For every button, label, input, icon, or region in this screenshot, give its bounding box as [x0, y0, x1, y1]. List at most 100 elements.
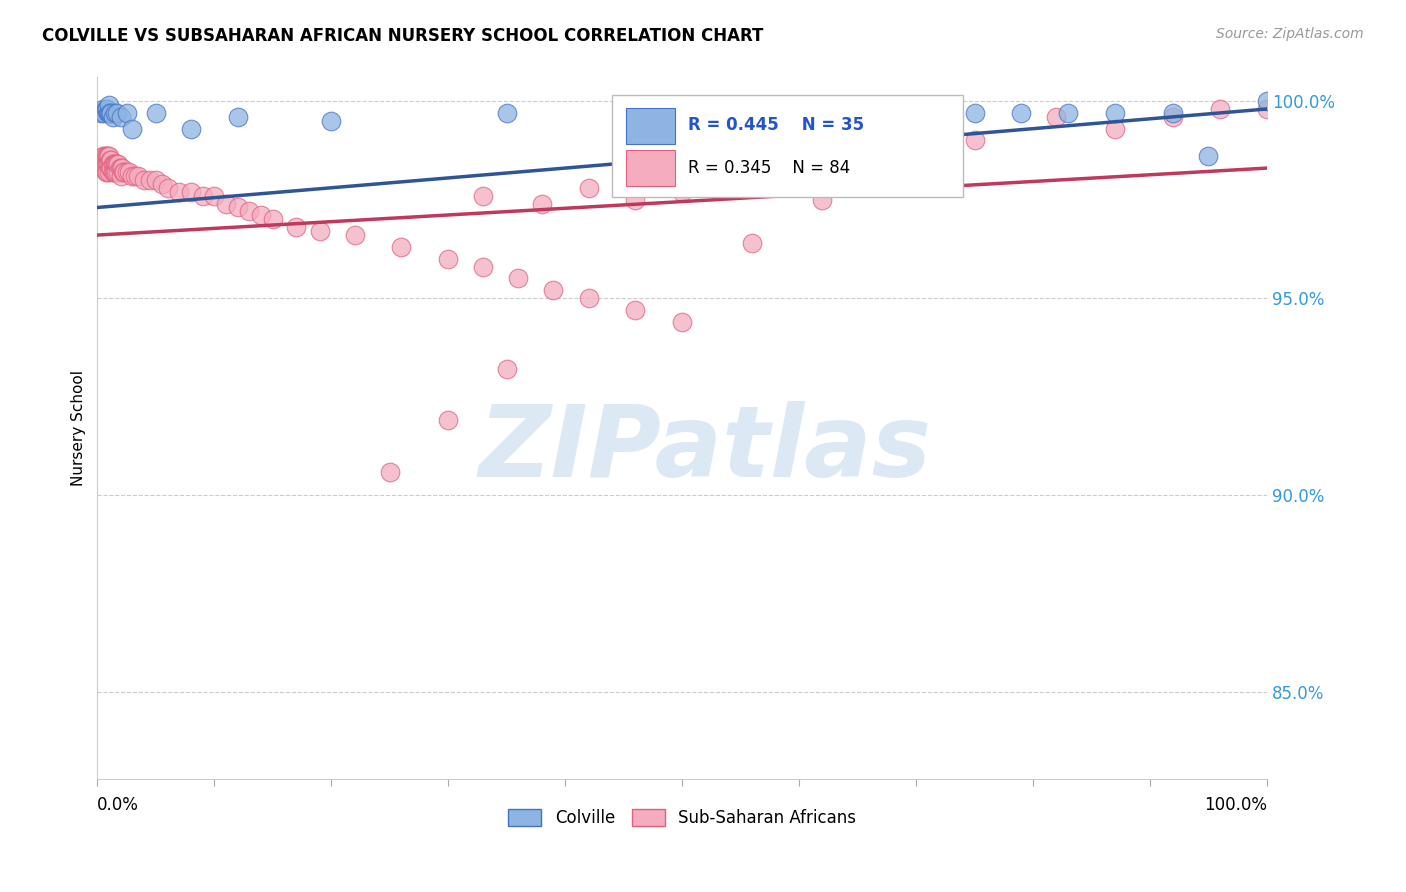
- Point: [1163, 106, 1185, 120]
- Point: [928, 106, 950, 120]
- Point: [101, 110, 124, 124]
- Point: [98, 165, 121, 179]
- Point: [121, 169, 143, 183]
- Point: [671, 185, 693, 199]
- Point: [624, 302, 647, 317]
- Point: [96, 165, 118, 179]
- Point: [94, 149, 117, 163]
- Point: [112, 165, 135, 179]
- Point: [98, 161, 121, 175]
- Point: [730, 149, 752, 163]
- Point: [105, 165, 128, 179]
- Point: [110, 169, 132, 183]
- Point: [1256, 94, 1278, 108]
- Point: [100, 153, 122, 168]
- Point: [308, 224, 330, 238]
- Point: [91, 102, 114, 116]
- Point: [378, 465, 401, 479]
- Point: [905, 106, 928, 120]
- Point: [180, 121, 202, 136]
- Point: [101, 165, 124, 179]
- Point: [150, 177, 173, 191]
- Point: [93, 106, 115, 120]
- Point: [94, 157, 117, 171]
- Point: [94, 102, 117, 116]
- Text: COLVILLE VS SUBSAHARAN AFRICAN NURSERY SCHOOL CORRELATION CHART: COLVILLE VS SUBSAHARAN AFRICAN NURSERY S…: [42, 27, 763, 45]
- Point: [508, 271, 530, 285]
- Point: [343, 228, 366, 243]
- Point: [1197, 149, 1219, 163]
- Point: [1010, 106, 1032, 120]
- Bar: [626, 108, 675, 145]
- Point: [98, 153, 121, 168]
- Point: [846, 106, 869, 120]
- Text: R = 0.445    N = 35: R = 0.445 N = 35: [688, 116, 865, 134]
- Point: [139, 173, 162, 187]
- Point: [145, 173, 167, 187]
- Point: [285, 220, 308, 235]
- Point: [105, 106, 128, 120]
- Point: [495, 362, 517, 376]
- Point: [437, 252, 460, 266]
- Point: [111, 161, 134, 175]
- Point: [107, 165, 129, 179]
- Point: [963, 134, 986, 148]
- Point: [472, 188, 495, 202]
- Point: [578, 181, 600, 195]
- Point: [156, 181, 179, 195]
- Point: [543, 283, 565, 297]
- Point: [391, 240, 413, 254]
- Point: [472, 260, 495, 274]
- Point: [226, 110, 249, 124]
- Point: [90, 153, 112, 168]
- Point: [112, 165, 135, 179]
- Text: ZIPatlas: ZIPatlas: [479, 401, 932, 498]
- Point: [94, 165, 117, 179]
- Point: [167, 185, 190, 199]
- Point: [1256, 102, 1278, 116]
- Point: [437, 413, 460, 427]
- Point: [100, 161, 122, 175]
- Point: [202, 188, 225, 202]
- Point: [97, 157, 120, 171]
- Point: [105, 157, 128, 171]
- Point: [98, 157, 121, 171]
- Point: [98, 106, 121, 120]
- Point: [121, 121, 143, 136]
- Point: [1104, 121, 1126, 136]
- Point: [96, 157, 118, 171]
- Point: [104, 157, 127, 171]
- Point: [103, 165, 125, 179]
- Point: [105, 157, 128, 171]
- Text: 0.0%: 0.0%: [97, 797, 139, 814]
- Point: [124, 169, 146, 183]
- Point: [741, 235, 763, 250]
- Point: [134, 173, 156, 187]
- Point: [882, 102, 904, 116]
- Point: [624, 193, 647, 207]
- Point: [882, 161, 904, 175]
- Point: [115, 165, 138, 179]
- Point: [262, 212, 284, 227]
- Point: [1104, 106, 1126, 120]
- Point: [101, 157, 124, 171]
- Point: [578, 291, 600, 305]
- Point: [100, 106, 122, 120]
- Point: [91, 149, 114, 163]
- Text: R = 0.345    N = 84: R = 0.345 N = 84: [688, 159, 851, 177]
- Point: [191, 188, 214, 202]
- Point: [108, 161, 131, 175]
- Point: [226, 201, 249, 215]
- Point: [97, 106, 120, 120]
- Point: [91, 161, 114, 175]
- Point: [98, 98, 121, 112]
- Point: [495, 106, 517, 120]
- Point: [1163, 110, 1185, 124]
- FancyBboxPatch shape: [612, 95, 963, 197]
- Point: [110, 161, 132, 175]
- Point: [530, 196, 553, 211]
- Text: 100.0%: 100.0%: [1204, 797, 1267, 814]
- Point: [1209, 102, 1232, 116]
- Point: [321, 113, 343, 128]
- Point: [98, 149, 121, 163]
